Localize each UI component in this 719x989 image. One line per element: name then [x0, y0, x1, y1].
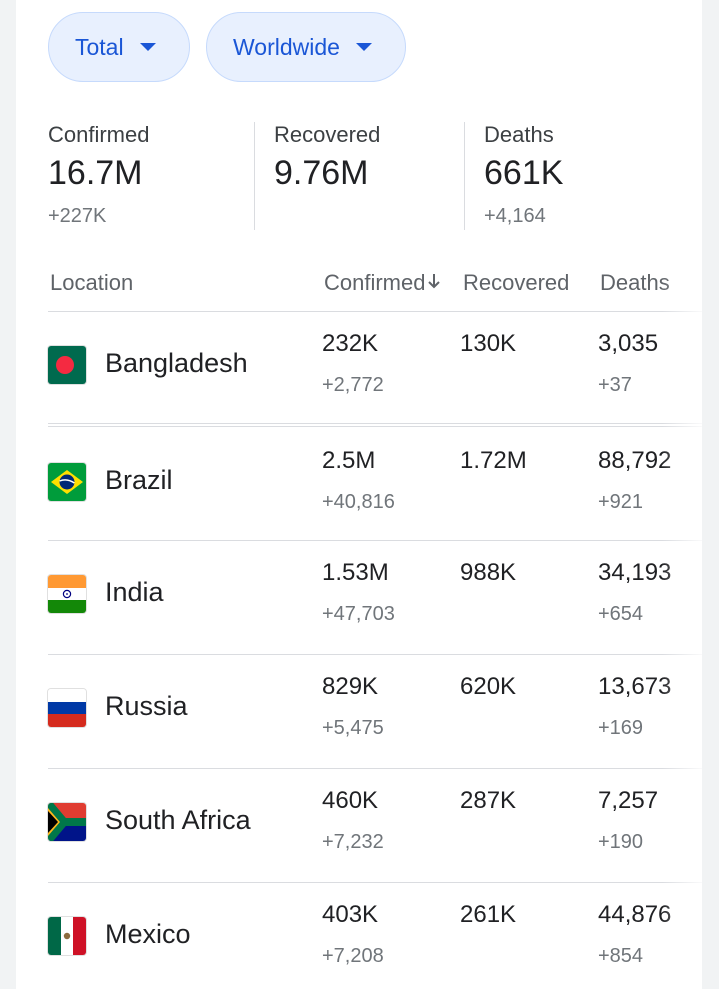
- row-divider: [48, 882, 702, 883]
- confirmed-delta: +47,703: [322, 603, 395, 625]
- table-row[interactable]: Brazil 2.5M +40,816 1.72M 88,792 +921: [48, 429, 702, 543]
- deaths-delta: +654: [598, 603, 644, 625]
- bangladesh-flag-icon: [48, 346, 86, 384]
- deaths-value: 7,257: [598, 787, 659, 814]
- recovered-value: 620K: [460, 673, 517, 700]
- country-name: South Africa: [105, 805, 251, 835]
- summary-divider: [464, 122, 465, 230]
- header-confirmed[interactable]: Confirmed: [324, 270, 441, 296]
- row-divider: [48, 768, 702, 769]
- confirmed-value: 232K: [322, 330, 379, 357]
- confirmed-delta: +40,816: [322, 491, 395, 513]
- deaths-value: 34,193: [598, 559, 672, 586]
- confirmed-value: 2.5M: [322, 447, 376, 474]
- deaths-value: 88,792: [598, 447, 672, 474]
- confirmed-delta: +7,208: [322, 945, 384, 967]
- summary-confirmed-value: 16.7M: [48, 154, 143, 192]
- country-name: India: [105, 577, 164, 607]
- confirmed-delta: +7,232: [322, 831, 384, 853]
- brazil-flag-icon: [48, 463, 86, 501]
- recovered-value: 988K: [460, 559, 517, 586]
- header-deaths[interactable]: Deaths: [600, 270, 670, 295]
- south-africa-flag-icon: [48, 803, 86, 841]
- region-filter-dropdown[interactable]: Worldwide: [206, 12, 406, 82]
- recovered-value: 287K: [460, 787, 517, 814]
- summary-deaths: Deaths 661K +4,164: [484, 122, 563, 228]
- row-divider: [48, 423, 702, 424]
- row-divider: [48, 654, 702, 655]
- recovered-value: 261K: [460, 901, 517, 928]
- deaths-delta: +190: [598, 831, 644, 853]
- covid-stats-card: Total Worldwide Confirmed 16.7M +227K Re…: [16, 0, 702, 989]
- deaths-value: 13,673: [598, 673, 672, 700]
- summary-recovered-label: Recovered: [274, 122, 381, 147]
- table-row[interactable]: Russia 829K +5,475 620K 13,673 +169: [48, 655, 702, 769]
- header-recovered[interactable]: Recovered: [463, 270, 570, 295]
- confirmed-value: 403K: [322, 901, 379, 928]
- header-divider: [48, 311, 702, 312]
- recovered-value: 130K: [460, 330, 517, 357]
- confirmed-delta: +2,772: [322, 374, 384, 396]
- table-row[interactable]: India 1.53M +47,703 988K 34,193 +654: [48, 541, 702, 655]
- country-name: Mexico: [105, 919, 191, 949]
- summary-deaths-label: Deaths: [484, 122, 554, 147]
- type-filter-label: Total: [75, 33, 124, 60]
- mexico-flag-icon: [48, 917, 86, 955]
- summary-deaths-delta: +4,164: [484, 205, 546, 227]
- confirmed-value: 460K: [322, 787, 379, 814]
- row-divider: [48, 426, 702, 427]
- recovered-value: 1.72M: [460, 447, 527, 474]
- india-flag-icon: [48, 575, 86, 613]
- summary-deaths-value: 661K: [484, 154, 564, 192]
- summary-recovered-value: 9.76M: [274, 154, 369, 192]
- type-filter-dropdown[interactable]: Total: [48, 12, 190, 82]
- russia-flag-icon: [48, 689, 86, 727]
- confirmed-delta: +5,475: [322, 717, 384, 739]
- row-divider: [48, 540, 702, 541]
- summary-confirmed: Confirmed 16.7M +227K: [48, 122, 149, 228]
- header-confirmed-label: Confirmed: [324, 270, 426, 295]
- summary-recovered: Recovered 9.76M: [274, 122, 380, 193]
- confirmed-value: 1.53M: [322, 559, 389, 586]
- table-row[interactable]: Bangladesh 232K +2,772 130K 3,035 +37: [48, 312, 702, 426]
- table-row[interactable]: Mexico 403K +7,208 261K 44,876 +854: [48, 883, 702, 989]
- summary-confirmed-label: Confirmed: [48, 122, 150, 147]
- deaths-value: 44,876: [598, 901, 672, 928]
- arrow-down-icon: [427, 270, 441, 296]
- deaths-value: 3,035: [598, 330, 659, 357]
- region-filter-label: Worldwide: [233, 33, 340, 60]
- country-name: Russia: [105, 691, 188, 721]
- summary-divider: [254, 122, 255, 230]
- header-location[interactable]: Location: [50, 270, 134, 295]
- summary-confirmed-delta: +227K: [48, 205, 107, 227]
- country-name: Brazil: [105, 465, 173, 495]
- confirmed-value: 829K: [322, 673, 379, 700]
- deaths-delta: +169: [598, 717, 644, 739]
- deaths-delta: +854: [598, 945, 644, 967]
- caret-down-icon: [139, 43, 156, 51]
- deaths-delta: +37: [598, 374, 632, 396]
- table-row[interactable]: South Africa 460K +7,232 287K 7,257 +190: [48, 769, 702, 883]
- country-name: Bangladesh: [105, 348, 248, 378]
- caret-down-icon: [355, 43, 372, 51]
- deaths-delta: +921: [598, 491, 644, 513]
